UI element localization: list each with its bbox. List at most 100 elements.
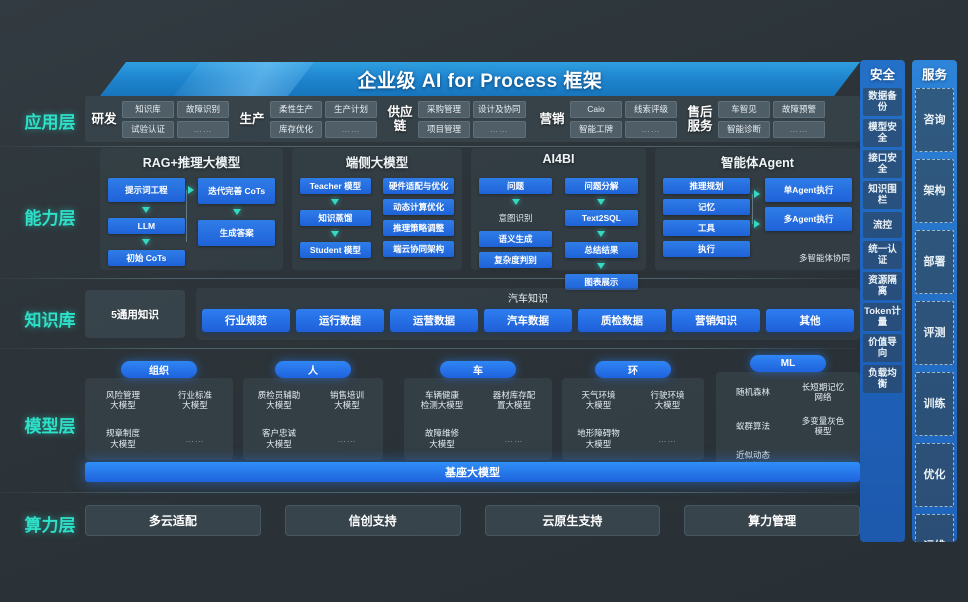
security-rail-item[interactable]: 价值导向 bbox=[863, 334, 902, 362]
security-rail-item[interactable]: 知识围栏 bbox=[863, 181, 902, 209]
capability-node[interactable]: 推理策略调整 bbox=[383, 220, 454, 236]
capability-node[interactable]: 端云协同架构 bbox=[383, 241, 454, 257]
capability-node[interactable]: 图表展示 bbox=[564, 274, 638, 290]
model-item[interactable]: 天气环境 大模型 bbox=[581, 389, 616, 411]
capability-node[interactable]: 动态计算优化 bbox=[383, 199, 454, 215]
application-chip[interactable]: Caio bbox=[570, 100, 622, 118]
application-chip[interactable]: 设计及协同 bbox=[473, 100, 526, 118]
capability-node[interactable]: Teacher 模型 bbox=[300, 178, 371, 194]
knowledge-chip[interactable]: 运行数据 bbox=[296, 309, 384, 332]
application-chip[interactable]: …… bbox=[625, 120, 677, 138]
application-chip[interactable]: …… bbox=[773, 120, 825, 138]
model-item[interactable]: 质检员辅助 大模型 bbox=[257, 389, 301, 411]
model-item[interactable]: …… bbox=[504, 433, 524, 444]
application-chip[interactable]: 故障预警 bbox=[773, 100, 825, 118]
capability-node[interactable]: 知识蒸馏 bbox=[300, 210, 371, 226]
security-rail-item[interactable]: 接口安全 bbox=[863, 150, 902, 178]
model-item[interactable]: …… bbox=[337, 433, 357, 444]
application-chip[interactable]: 项目管理 bbox=[418, 120, 470, 138]
capability-node[interactable]: 多Agent执行 bbox=[765, 207, 852, 231]
capability-node[interactable]: 语义生成 bbox=[479, 231, 553, 247]
model-group-pill[interactable]: ML bbox=[750, 355, 826, 372]
application-chip[interactable]: 生产计划 bbox=[325, 100, 377, 118]
capability-node[interactable]: 总结结果 bbox=[564, 242, 638, 258]
capability-node[interactable]: 工具 bbox=[663, 220, 750, 236]
capability-node[interactable]: 问题分解 bbox=[564, 178, 638, 194]
model-item[interactable]: 多变量灰色 模型 bbox=[801, 415, 845, 437]
capability-node[interactable]: 推理规划 bbox=[663, 178, 750, 194]
compute-item[interactable]: 算力管理 bbox=[684, 505, 860, 536]
application-chip[interactable]: 柔性生产 bbox=[270, 100, 322, 118]
model-item[interactable]: 长短期记忆 网络 bbox=[801, 381, 845, 403]
knowledge-general[interactable]: 5通用知识 bbox=[85, 290, 185, 338]
base-model-bar[interactable]: 基座大模型 bbox=[85, 462, 860, 482]
capability-node[interactable]: Student 模型 bbox=[300, 242, 371, 258]
model-item[interactable]: 车辆健康 检测大模型 bbox=[420, 389, 464, 411]
application-chip[interactable]: …… bbox=[325, 120, 377, 138]
security-rail-item[interactable]: 负载均衡 bbox=[863, 365, 902, 393]
application-chip[interactable]: 试验认证 bbox=[122, 120, 174, 138]
security-rail-item[interactable]: 数据备份 bbox=[863, 88, 902, 116]
application-chip[interactable]: 车智见 bbox=[718, 100, 770, 118]
knowledge-chip[interactable]: 汽车数据 bbox=[484, 309, 572, 332]
model-item[interactable]: 规章制度 大模型 bbox=[105, 428, 140, 449]
capability-node[interactable]: 执行 bbox=[663, 241, 750, 257]
compute-item[interactable]: 多云适配 bbox=[85, 505, 261, 536]
model-item[interactable]: 风险管理 大模型 bbox=[105, 389, 140, 411]
model-group-pill[interactable]: 车 bbox=[440, 361, 516, 378]
capability-node[interactable]: 迭代完善 CoTs bbox=[198, 178, 275, 204]
service-rail-item[interactable]: 训练 bbox=[915, 372, 954, 436]
capability-node[interactable]: 硬件适配与优化 bbox=[383, 178, 454, 194]
service-rail-item[interactable]: 评测 bbox=[915, 301, 954, 365]
application-chip[interactable]: 线索评级 bbox=[625, 100, 677, 118]
application-chip[interactable]: 库存优化 bbox=[270, 120, 322, 138]
capability-node[interactable]: Text2SQL bbox=[564, 210, 638, 226]
application-chip[interactable]: 智能工牌 bbox=[570, 120, 622, 138]
model-item[interactable]: 行驶环境 大模型 bbox=[650, 389, 685, 411]
model-item[interactable]: 蚁群算法 bbox=[735, 421, 770, 432]
model-item[interactable]: 故障维修 大模型 bbox=[424, 428, 459, 449]
model-item[interactable]: 客户忠诚 大模型 bbox=[261, 428, 296, 449]
capability-node[interactable]: 提示词工程 bbox=[108, 178, 185, 202]
knowledge-chip[interactable]: 营销知识 bbox=[672, 309, 760, 332]
capability-node[interactable]: 复杂度判别 bbox=[479, 252, 553, 268]
model-group-pill[interactable]: 人 bbox=[275, 361, 351, 378]
model-item[interactable]: …… bbox=[658, 433, 677, 444]
capability-node[interactable]: 问题 bbox=[479, 178, 553, 194]
security-rail-item[interactable]: Token计量 bbox=[863, 303, 902, 331]
application-chip[interactable]: …… bbox=[177, 120, 229, 138]
capability-node[interactable]: LLM bbox=[108, 218, 185, 234]
capability-node[interactable]: 生成答案 bbox=[198, 220, 275, 246]
knowledge-chip[interactable]: 行业规范 bbox=[202, 309, 290, 332]
security-rail-item[interactable]: 资源隔离 bbox=[863, 272, 902, 300]
application-chip[interactable]: …… bbox=[473, 120, 526, 138]
security-rail-item[interactable]: 流控 bbox=[863, 212, 902, 238]
service-rail-item[interactable]: 运维 bbox=[915, 514, 954, 542]
knowledge-chip[interactable]: 其他 bbox=[766, 309, 854, 332]
model-item[interactable]: 销售培训 大模型 bbox=[329, 389, 364, 411]
security-rail-item[interactable]: 统一认证 bbox=[863, 241, 902, 269]
service-rail-item[interactable]: 部署 bbox=[915, 230, 954, 294]
application-chip[interactable]: 采购管理 bbox=[418, 100, 470, 118]
capability-node[interactable]: 单Agent执行 bbox=[765, 178, 852, 202]
model-item[interactable]: 器材库存配 置大模型 bbox=[492, 389, 536, 411]
model-item[interactable]: …… bbox=[813, 455, 833, 466]
capability-node[interactable]: 记忆 bbox=[663, 199, 750, 215]
knowledge-chip[interactable]: 运营数据 bbox=[390, 309, 478, 332]
model-item[interactable]: 随机森林 bbox=[735, 386, 770, 397]
model-item[interactable]: 地形障碍物 大模型 bbox=[577, 428, 620, 449]
model-item[interactable]: 行业标准 大模型 bbox=[177, 389, 212, 411]
compute-item[interactable]: 信创支持 bbox=[284, 505, 461, 536]
application-chip[interactable]: 知识库 bbox=[122, 100, 174, 118]
application-chip[interactable]: 故障识别 bbox=[177, 100, 229, 118]
model-group-pill[interactable]: 组织 bbox=[121, 361, 197, 378]
security-rail-item[interactable]: 模型安全 bbox=[863, 119, 902, 147]
capability-node[interactable]: 初始 CoTs bbox=[108, 250, 185, 266]
service-rail-item[interactable]: 咨询 bbox=[915, 88, 954, 152]
service-rail-item[interactable]: 架构 bbox=[915, 159, 954, 223]
capability-node[interactable]: 意图识别 bbox=[498, 213, 533, 223]
model-group-pill[interactable]: 环 bbox=[595, 361, 671, 378]
service-rail-item[interactable]: 优化 bbox=[915, 443, 954, 507]
model-item[interactable]: …… bbox=[185, 433, 205, 444]
application-chip[interactable]: 智能诊断 bbox=[718, 120, 770, 138]
